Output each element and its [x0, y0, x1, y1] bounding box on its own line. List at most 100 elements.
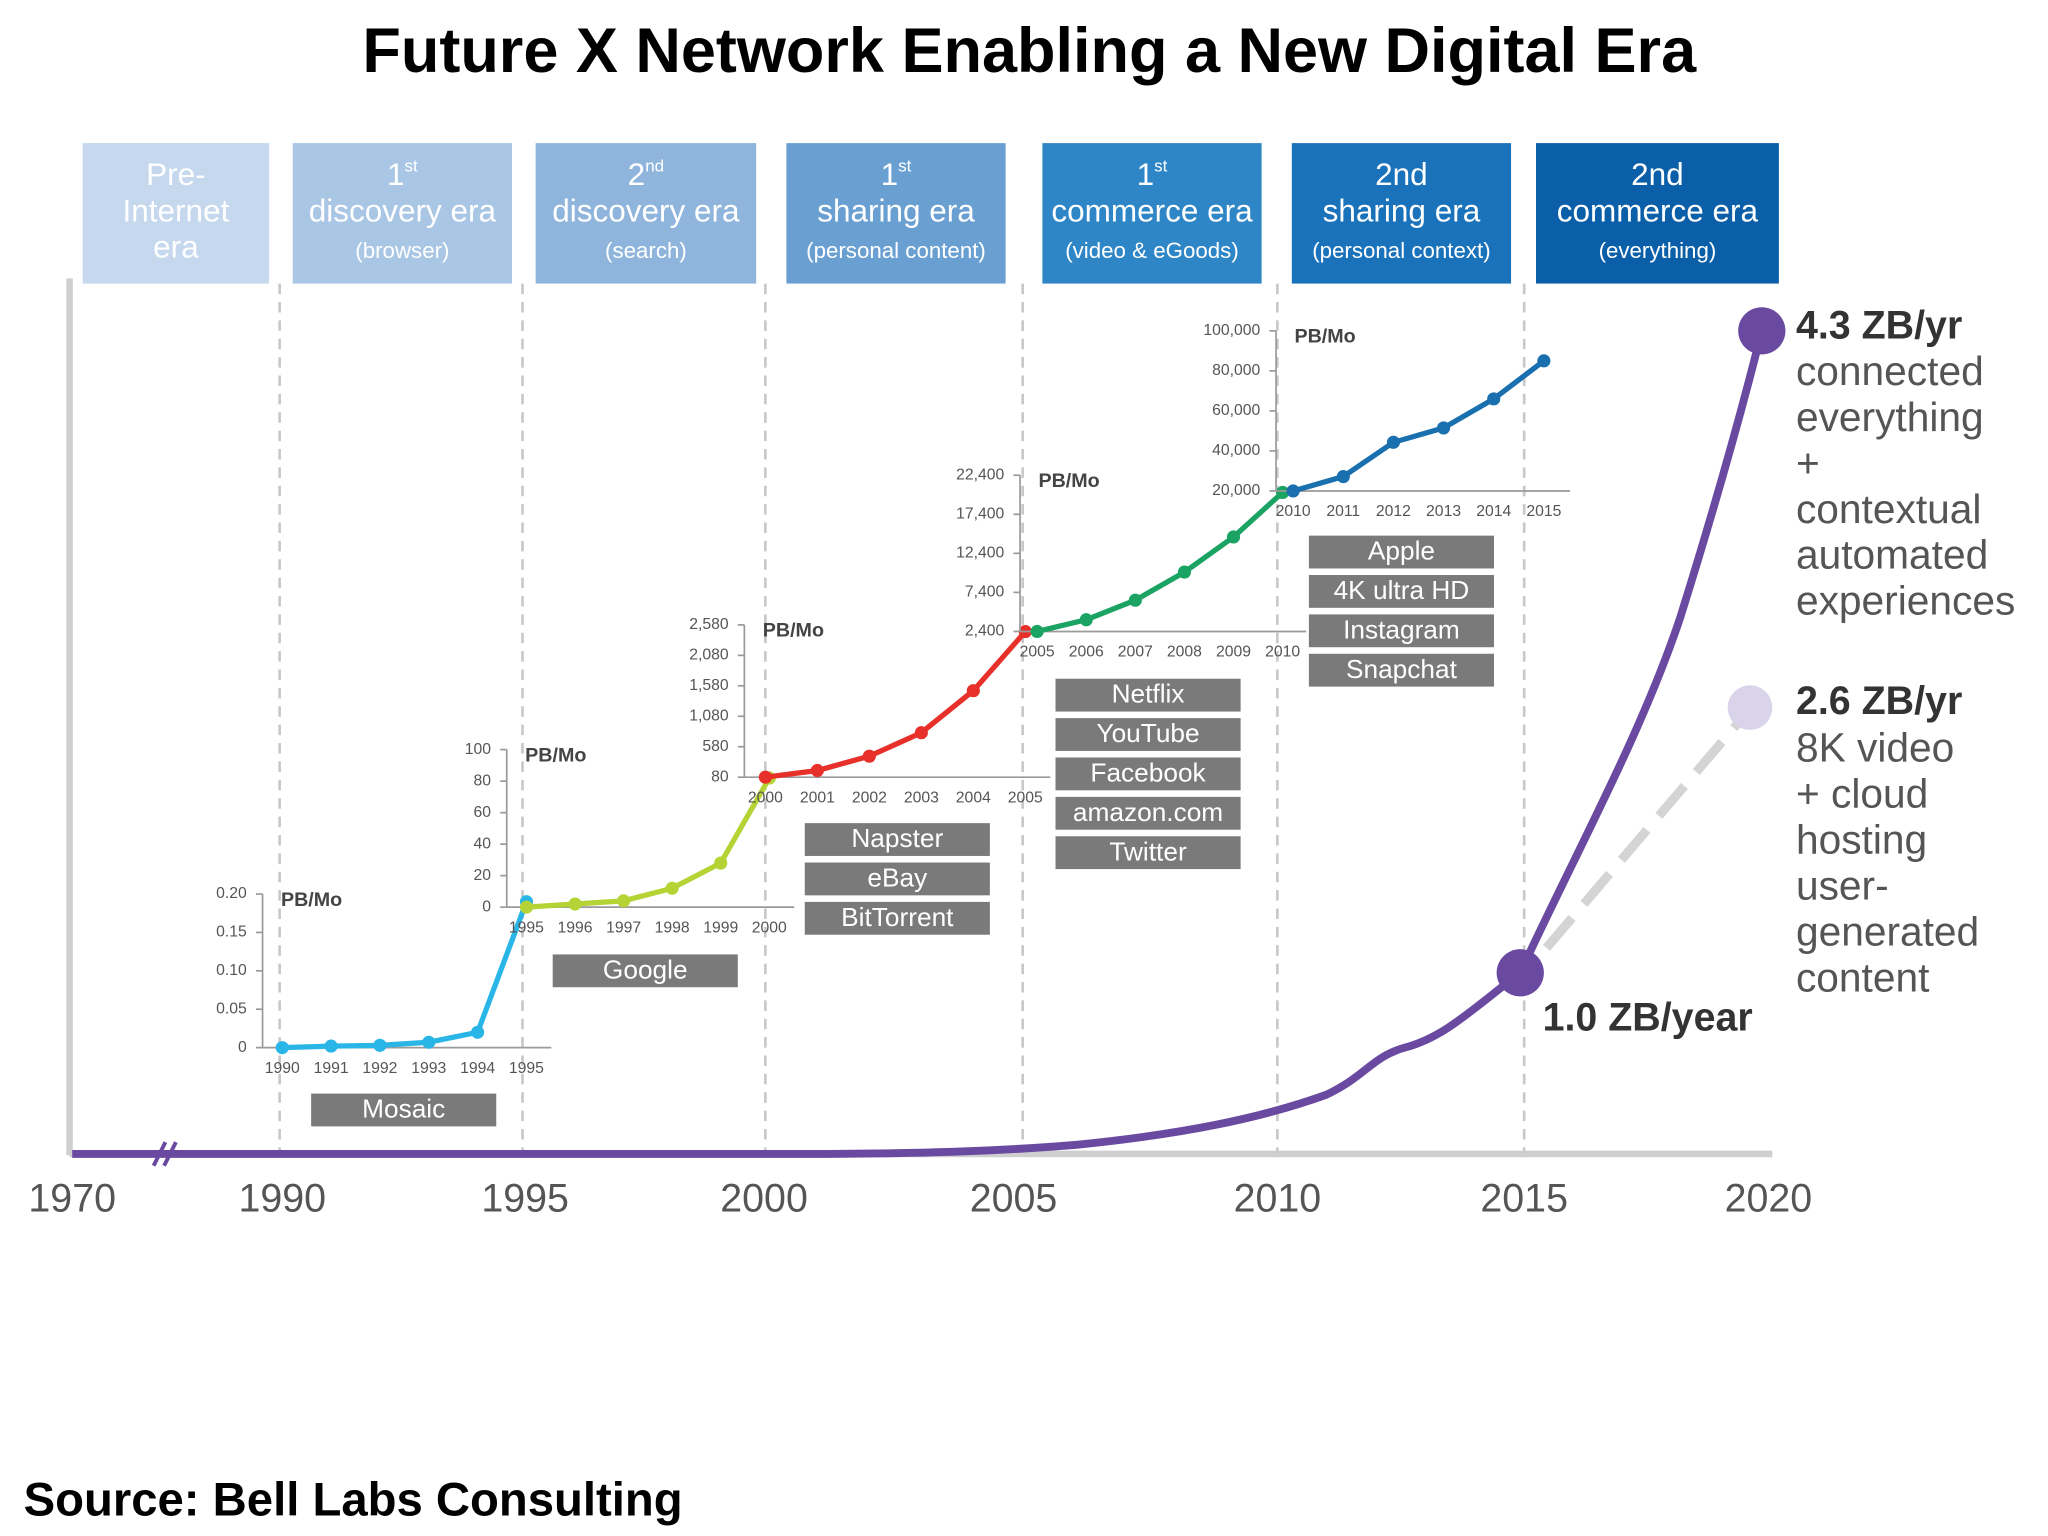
title: Future X Network Enabling a New Digital …: [362, 16, 1697, 86]
data-point: [1286, 484, 1300, 498]
x-tick-label: 1993: [411, 1060, 446, 1077]
era-box: [535, 143, 757, 284]
callout-line: 8K video: [1796, 725, 1954, 771]
callout-line: contextual: [1796, 486, 1981, 532]
y-tick-label: 40: [473, 835, 491, 852]
y-tick-label: 1,080: [689, 707, 729, 724]
x-tick-label: 2002: [852, 789, 887, 806]
milestone-dot: [1496, 949, 1544, 997]
app-box: [804, 862, 990, 896]
data-point: [1177, 565, 1191, 579]
era-line: 1: [881, 157, 899, 193]
app-label: YouTube: [1096, 718, 1199, 748]
data-point: [275, 1041, 289, 1055]
x-tick-label: 2012: [1376, 503, 1411, 520]
era-note: (search): [605, 238, 687, 263]
app-label: Mosaic: [362, 1094, 445, 1124]
y-tick-label: 2,400: [965, 623, 1005, 640]
era-line: era: [153, 229, 199, 265]
x-tick-label: 1992: [362, 1060, 397, 1077]
timeline-year: 2000: [720, 1177, 808, 1221]
y-axis-label: PB/Mo: [525, 744, 586, 766]
era-text: 1st: [1137, 156, 1168, 192]
y-tick-label: 0.20: [216, 885, 247, 902]
callout-line: + cloud: [1796, 771, 1928, 817]
data-point: [1226, 530, 1241, 544]
timeline-year: 2005: [970, 1177, 1058, 1221]
y-tick-label: 80: [473, 772, 491, 789]
era-text: sharing era: [817, 193, 975, 229]
x-tick-label: 2003: [904, 789, 939, 806]
era-line: sharing era: [1323, 193, 1481, 229]
app-label: Apple: [1368, 536, 1435, 566]
milestone-dot: [1738, 307, 1786, 355]
era-text: sharing era: [1323, 193, 1481, 229]
callout-line: everything: [1796, 394, 1984, 440]
x-tick-label: 2011: [1326, 503, 1360, 520]
data-point: [617, 894, 631, 908]
era-box: [292, 143, 512, 284]
era-note: (video & eGoods): [1065, 238, 1239, 263]
x-tick-label: 1999: [703, 919, 738, 936]
traffic-curve: [72, 329, 1766, 1158]
app-label: Facebook: [1090, 758, 1206, 788]
callout-line: generated: [1796, 908, 1979, 954]
era-note: (personal content): [806, 238, 986, 263]
era-line: 2nd: [1375, 157, 1428, 193]
app-label: eBay: [867, 863, 928, 893]
data-point: [373, 1038, 387, 1052]
era-text: 2nd: [1631, 157, 1684, 193]
source: Source: Bell Labs Consulting: [24, 1474, 683, 1527]
era-sup: st: [405, 156, 419, 175]
era-text: commerce era: [1557, 193, 1759, 229]
data-point: [519, 900, 534, 914]
callout-line: automated: [1796, 532, 1988, 578]
app-label: BitTorrent: [841, 902, 954, 932]
app-label: Instagram: [1343, 614, 1460, 644]
y-axis-label: PB/Mo: [1038, 470, 1099, 492]
app-label: amazon.com: [1073, 797, 1223, 827]
x-tick-label: 2005: [1008, 789, 1043, 806]
y-tick-label: 580: [702, 738, 729, 755]
era-sup: nd: [645, 156, 664, 175]
data-line: [1292, 358, 1546, 494]
x-tick-label: 2010: [1276, 503, 1311, 520]
x-tick-label: 2013: [1426, 503, 1461, 520]
y-tick-label: 80,000: [1212, 362, 1260, 379]
x-tick-label: 1995: [509, 1060, 544, 1077]
x-tick-label: 2009: [1216, 644, 1251, 661]
callout-value: 2.6 ZB/yr: [1796, 679, 1962, 723]
data-point: [665, 881, 679, 895]
callout-line: content: [1796, 954, 1929, 1000]
y-tick-label: 2,080: [689, 647, 729, 664]
data-point: [1487, 392, 1501, 406]
app-box: [1055, 678, 1241, 712]
y-axis-label: PB/Mo: [281, 889, 342, 911]
x-tick-label: 2001: [800, 789, 835, 806]
data-point: [714, 856, 728, 870]
data-point: [966, 684, 980, 698]
y-tick-label: 60,000: [1212, 402, 1260, 419]
timeline-year: 2015: [1480, 1177, 1568, 1221]
era-line: Internet: [123, 193, 230, 229]
era-line: Pre-: [146, 157, 206, 193]
y-tick-label: 0: [482, 898, 491, 915]
app-box: [1308, 575, 1494, 608]
app-box: [552, 954, 738, 988]
app-label: 4K ultra HD: [1334, 575, 1470, 605]
data-point: [862, 749, 876, 763]
x-tick-label: 2015: [1526, 503, 1561, 520]
app-box: [311, 1093, 497, 1127]
app-box: [1055, 796, 1241, 830]
y-tick-label: 1,580: [689, 677, 729, 694]
callout-line: hosting: [1796, 817, 1927, 863]
y-tick-label: 100,000: [1203, 322, 1260, 339]
y-tick-label: 80: [711, 768, 729, 785]
y-tick-label: 0.05: [216, 1000, 247, 1017]
y-tick-label: 12,400: [956, 545, 1004, 562]
x-tick-label: 2008: [1167, 644, 1202, 661]
timeline-year: 1995: [481, 1177, 569, 1221]
era-line: discovery era: [552, 193, 740, 229]
x-tick-label: 2000: [748, 789, 783, 806]
y-tick-label: 0.15: [216, 924, 247, 941]
